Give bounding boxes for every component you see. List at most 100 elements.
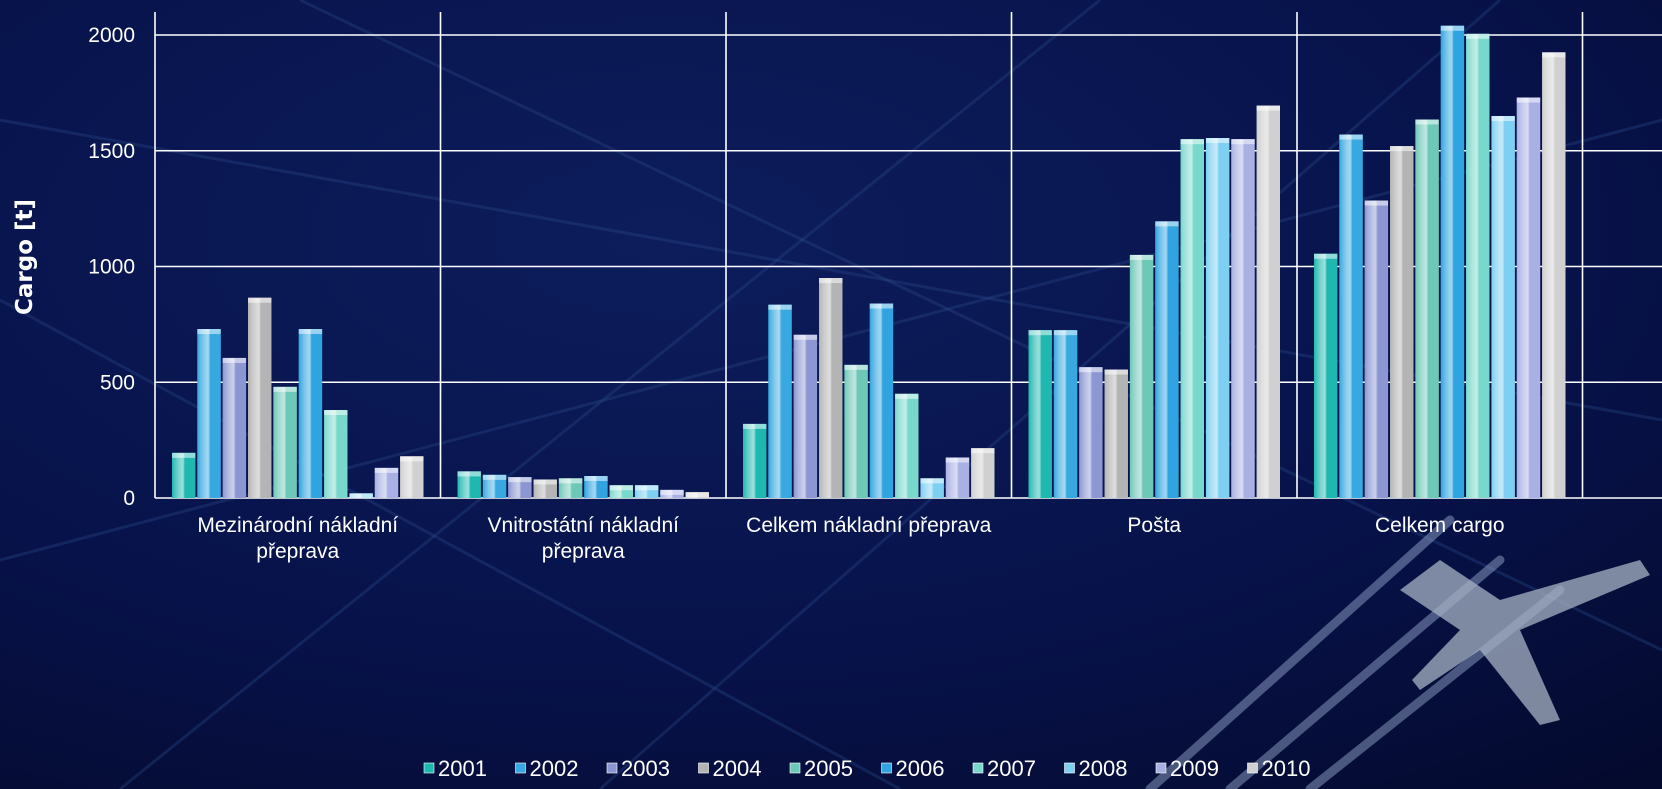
bar-cap xyxy=(793,334,818,340)
bar-cap xyxy=(1155,221,1179,227)
bar-cap xyxy=(869,303,894,309)
legend-label-2007: 2007 xyxy=(987,756,1036,781)
bar-shine xyxy=(248,297,272,498)
legend-swatch-2006 xyxy=(881,762,892,774)
y-axis-ticks: 0 500 1000 1500 2000 xyxy=(88,24,135,510)
bar-cap xyxy=(558,478,583,484)
bar-shine xyxy=(1104,369,1128,498)
bar-cap xyxy=(400,456,424,462)
bar-cap xyxy=(844,364,868,370)
bar-cap xyxy=(1415,119,1439,125)
bar-shine xyxy=(1390,146,1414,498)
legend-label-2008: 2008 xyxy=(1079,756,1128,781)
bar-cap xyxy=(768,304,792,310)
bar-shine xyxy=(1440,25,1465,499)
bar-cap xyxy=(1053,330,1078,336)
legend-swatch-2009 xyxy=(1155,762,1167,774)
bar-shine xyxy=(1364,200,1389,498)
x-category-label: Pošta xyxy=(1127,514,1181,537)
bar-cap xyxy=(248,297,272,303)
bar-shine xyxy=(1205,138,1230,498)
legend: 2001 2002 2003 2004 2005 2006 2007 2008 2009 2010 xyxy=(423,756,1310,781)
bar-shine xyxy=(1339,134,1363,499)
bars xyxy=(172,25,1566,499)
bar-shine xyxy=(298,329,323,498)
bar-cap xyxy=(374,467,399,473)
bar-cap xyxy=(1390,146,1414,152)
bar-shine xyxy=(508,477,532,498)
bar-cap xyxy=(457,471,481,477)
bar-cap xyxy=(1491,116,1515,122)
bar-cap xyxy=(1180,139,1204,145)
bar-cap xyxy=(1104,369,1128,375)
bar-shine xyxy=(222,357,247,498)
bar-cap xyxy=(743,423,767,429)
bar-cap xyxy=(1516,97,1541,103)
bar-cap xyxy=(324,410,348,416)
bar-shine xyxy=(743,423,767,498)
bar-cap xyxy=(1364,200,1389,206)
bar-shine xyxy=(1053,330,1078,498)
y-tick-label: 1500 xyxy=(88,140,135,163)
bar-cap xyxy=(971,448,995,454)
bar-shine xyxy=(400,456,424,498)
bar-shine xyxy=(1028,330,1052,498)
bar-cap xyxy=(634,485,659,491)
bar-cap xyxy=(945,457,970,463)
airplane-icon xyxy=(1400,560,1650,725)
legend-label-2002: 2002 xyxy=(530,756,579,781)
bar-shine xyxy=(1542,52,1566,499)
y-axis-title: Cargo [t] xyxy=(12,199,38,315)
bar-cap xyxy=(1231,139,1255,145)
legend-swatch-2003 xyxy=(606,762,618,774)
legend-swatch-2008 xyxy=(1064,762,1075,774)
x-category-label: Celkem nákladní přeprava xyxy=(746,514,991,537)
bar-cap xyxy=(584,476,608,482)
bar-shine xyxy=(869,303,894,498)
legend-swatch-2004 xyxy=(698,762,709,774)
bar-cap xyxy=(349,493,373,498)
legend-swatch-2007 xyxy=(972,762,984,774)
bar-cap xyxy=(508,477,532,483)
y-tick-label: 0 xyxy=(123,487,135,510)
bar-cap xyxy=(920,478,944,484)
x-axis-categories: Mezinárodní nákladní přeprava Vnitrostátní… xyxy=(197,514,1504,563)
bar-shine xyxy=(819,278,843,498)
bar-shine xyxy=(1314,253,1338,498)
bar-shine xyxy=(1180,139,1204,499)
bar-cap xyxy=(298,329,323,335)
legend-label-2009: 2009 xyxy=(1170,756,1219,781)
bar-shine xyxy=(945,457,970,498)
x-category-label: přeprava xyxy=(542,540,625,563)
bar-cap xyxy=(1314,253,1338,259)
bar-cap xyxy=(1028,330,1052,336)
legend-label-2003: 2003 xyxy=(621,756,670,781)
y-tick-label: 500 xyxy=(100,371,135,394)
bar-cap xyxy=(273,386,297,392)
legend-label-2006: 2006 xyxy=(896,756,945,781)
legend-swatch-2005 xyxy=(789,762,801,774)
bar-shine xyxy=(273,386,297,498)
bar-cap xyxy=(1205,138,1230,144)
legend-label-2004: 2004 xyxy=(713,756,762,781)
bar-shine xyxy=(844,364,868,498)
bar-cap xyxy=(172,452,196,458)
bar-cap xyxy=(819,278,843,284)
bar-shine xyxy=(971,448,995,498)
bar-shine xyxy=(1415,119,1439,498)
bar-shine xyxy=(1466,33,1490,498)
bar-cap xyxy=(1440,25,1465,31)
bar-cap xyxy=(482,474,507,480)
bar-cap xyxy=(895,393,919,399)
bar-cap xyxy=(1466,33,1490,39)
bar-cap xyxy=(197,329,221,335)
bar-shine xyxy=(1516,97,1541,498)
x-category-label: Vnitrostátní nákladní xyxy=(488,514,680,537)
bar-cap xyxy=(609,485,633,491)
bar-cap xyxy=(222,357,247,363)
bar-cap xyxy=(1339,134,1363,140)
bar-shine xyxy=(1256,105,1280,499)
bar-shine xyxy=(768,304,792,498)
bar-shine xyxy=(172,452,196,498)
legend-swatch-2001 xyxy=(423,762,435,774)
